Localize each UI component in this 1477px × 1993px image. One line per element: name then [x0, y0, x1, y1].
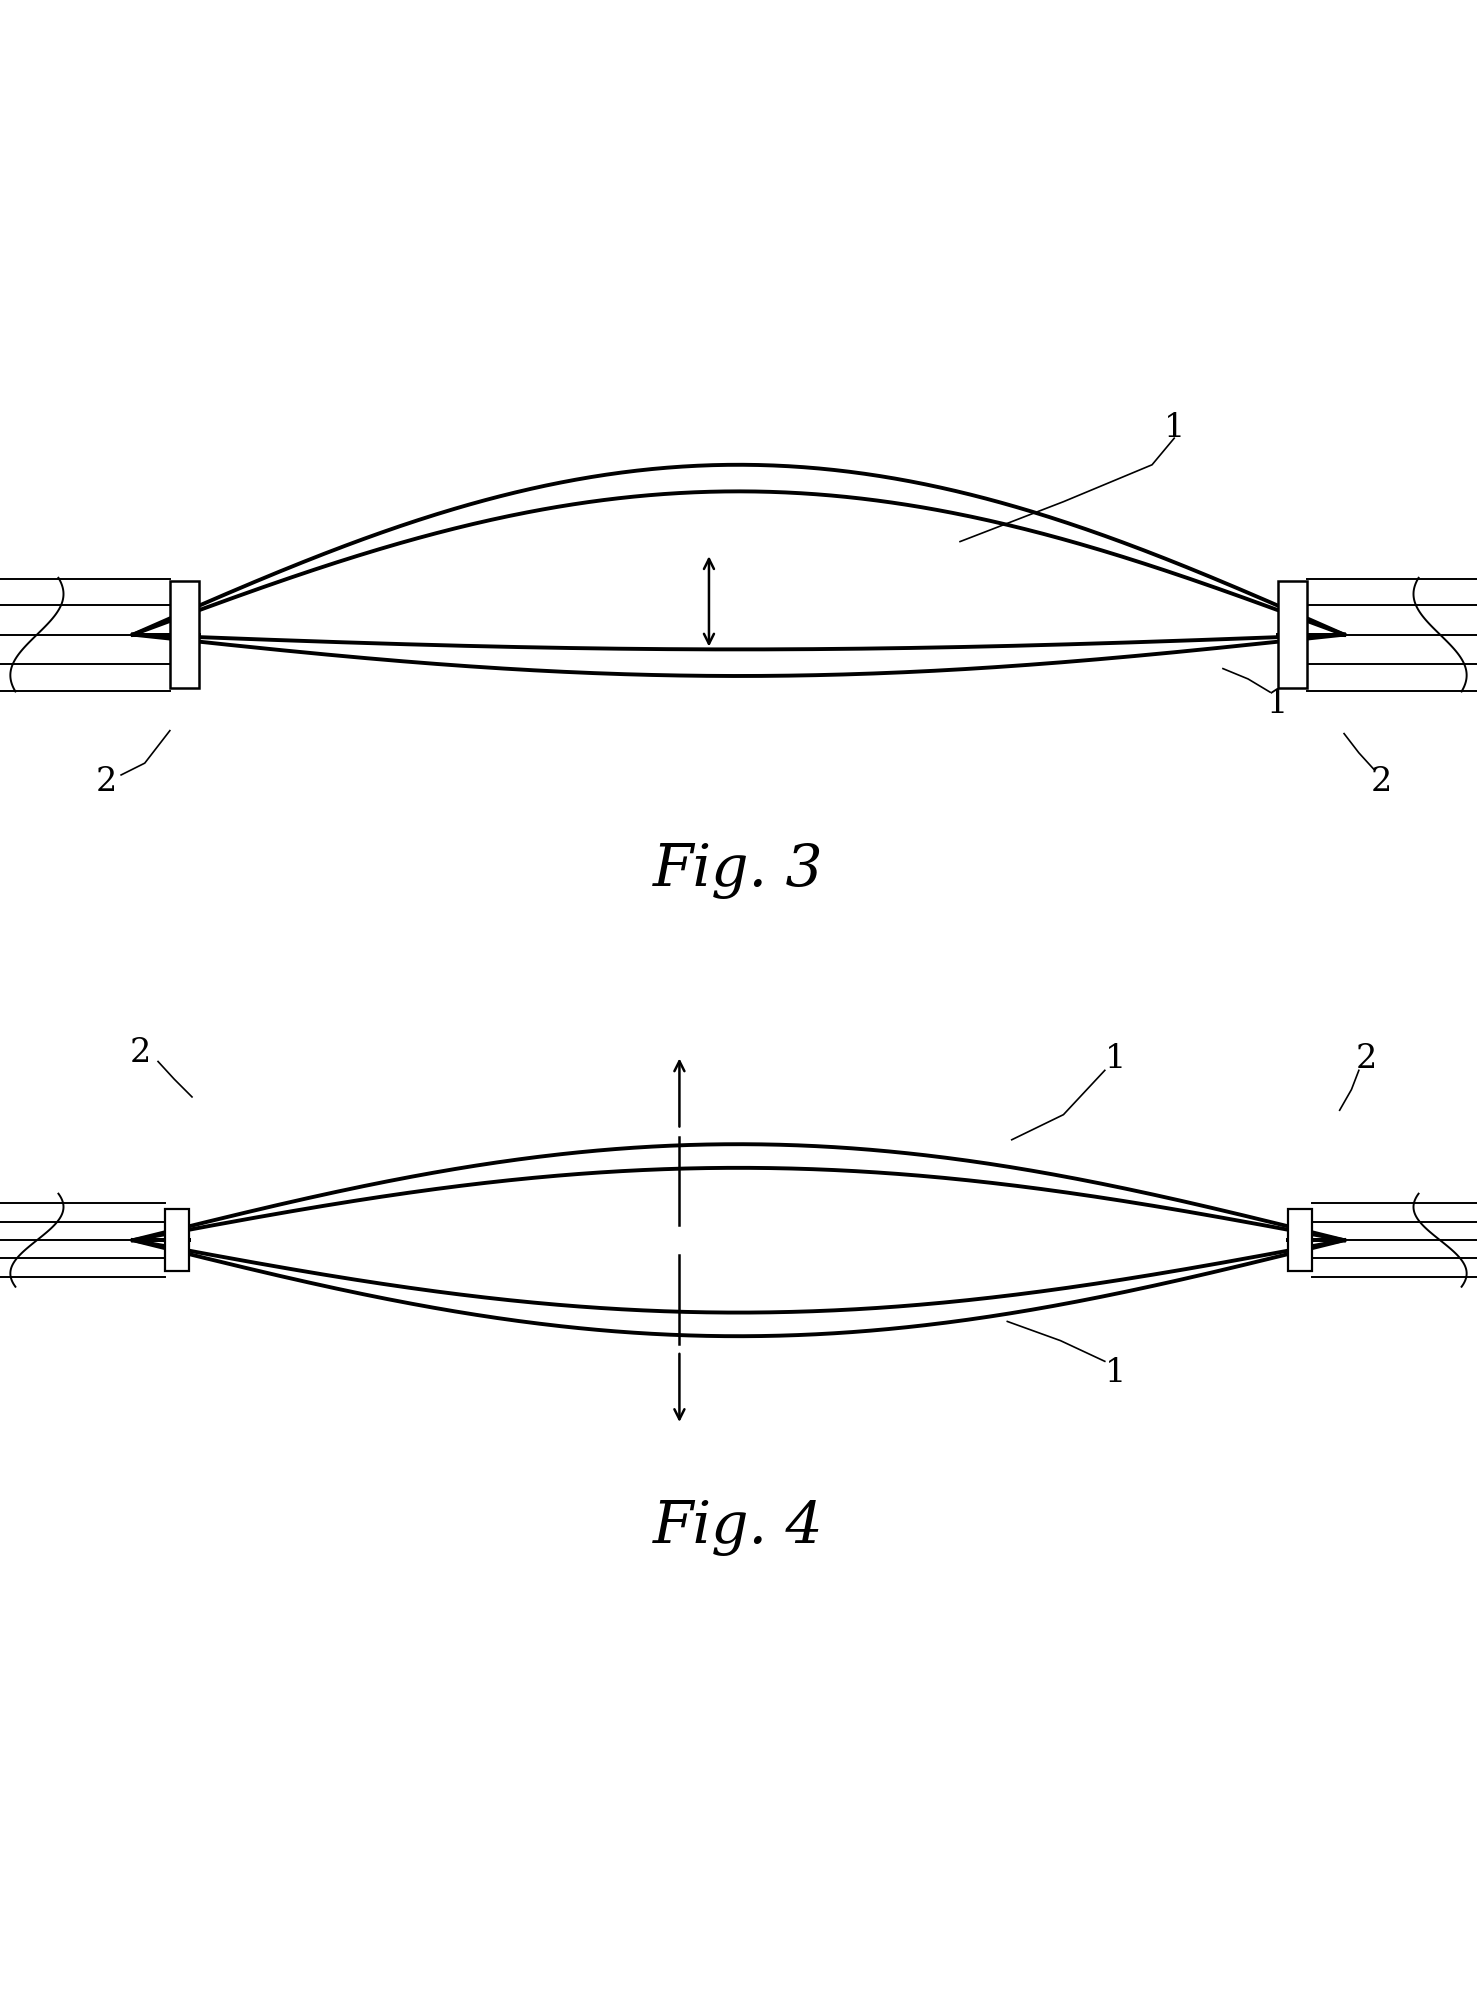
- Bar: [1278, 582, 1307, 688]
- Text: 2: 2: [96, 767, 117, 799]
- Bar: [165, 1210, 189, 1272]
- Text: 2: 2: [1371, 767, 1391, 799]
- Text: 1: 1: [1164, 413, 1185, 444]
- Text: 2: 2: [130, 1036, 151, 1068]
- Text: Fig. 4: Fig. 4: [653, 1501, 824, 1557]
- Text: 1: 1: [1105, 1357, 1125, 1389]
- Text: 1: 1: [1267, 688, 1288, 719]
- Bar: [170, 582, 199, 688]
- Bar: [1288, 1210, 1312, 1272]
- Text: 2: 2: [1356, 1042, 1377, 1074]
- Text: 1: 1: [1105, 1042, 1125, 1074]
- Text: Fig. 3: Fig. 3: [653, 843, 824, 899]
